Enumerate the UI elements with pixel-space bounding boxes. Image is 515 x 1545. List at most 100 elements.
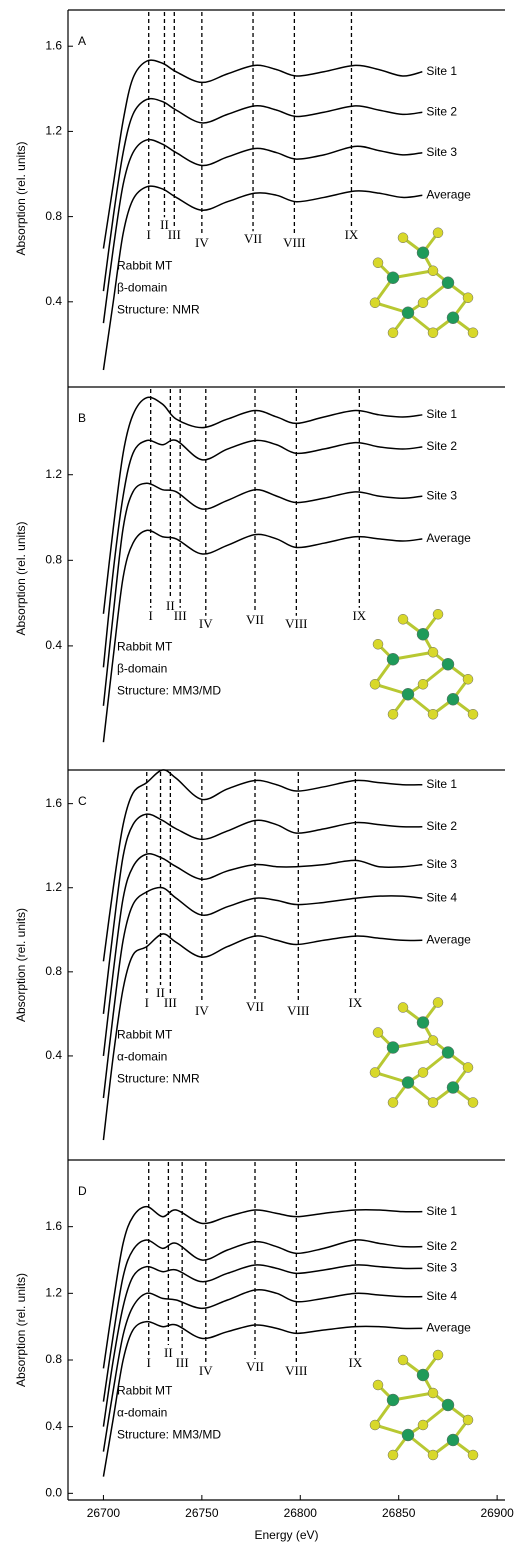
atom (418, 1420, 428, 1430)
molecule (370, 228, 478, 338)
atom (468, 1098, 478, 1108)
atom (418, 1068, 428, 1078)
atom (388, 1098, 398, 1108)
annotation: Rabbit MT (117, 259, 173, 273)
y-tick-label: 0.4 (45, 294, 62, 308)
annotation: Rabbit MT (117, 1027, 173, 1041)
atom (433, 1350, 443, 1360)
marker-label: I (147, 227, 151, 242)
x-tick-label: 26900 (480, 1506, 514, 1520)
atom (433, 609, 443, 619)
atom (463, 293, 473, 303)
y-axis-label: Absorption (rel. units) (14, 908, 28, 1022)
series-label: Site 1 (426, 1204, 457, 1218)
marker-label: I (149, 608, 153, 623)
marker-label: III (176, 1355, 189, 1370)
atom (388, 328, 398, 338)
atom (468, 709, 478, 719)
annotation: β-domain (117, 281, 167, 295)
figure: AAbsorption (rel. units)0.40.81.21.6IIII… (0, 0, 515, 1545)
atom (370, 298, 380, 308)
annotation: Structure: NMR (117, 303, 200, 317)
atom (442, 277, 454, 289)
x-tick-label: 26750 (185, 1506, 219, 1520)
spectrum-line (103, 887, 422, 1097)
annotation: Structure: MM3/MD (117, 1427, 221, 1441)
spectrum-line (103, 1265, 422, 1427)
marker-label: IV (199, 616, 213, 631)
atom (417, 1017, 429, 1029)
series-label: Average (426, 531, 471, 545)
marker-label: VII (246, 1359, 264, 1374)
annotation: Rabbit MT (117, 1383, 173, 1397)
series-label: Average (426, 187, 471, 201)
atom (418, 298, 428, 308)
atom (388, 1450, 398, 1460)
spectrum-line (103, 60, 422, 248)
marker-label: IX (349, 995, 363, 1010)
spectrum-line (103, 140, 422, 324)
atom (387, 1394, 399, 1406)
atom (433, 998, 443, 1008)
marker-label: III (164, 995, 177, 1010)
series-label: Site 1 (426, 64, 457, 78)
marker-label: I (147, 1355, 151, 1370)
atom (447, 1434, 459, 1446)
atom (398, 1003, 408, 1013)
atom (428, 266, 438, 276)
y-tick-label: 0.4 (45, 1048, 62, 1062)
atom (387, 1042, 399, 1054)
atom (428, 1450, 438, 1460)
atom (433, 228, 443, 238)
y-tick-label: 1.2 (45, 1286, 62, 1300)
molecule (370, 1350, 478, 1460)
atom (417, 247, 429, 259)
atom (463, 1063, 473, 1073)
atom (428, 647, 438, 657)
atom (442, 1399, 454, 1411)
y-tick-label: 1.2 (45, 124, 62, 138)
marker-label: IX (352, 608, 366, 623)
annotation: α-domain (117, 1049, 167, 1063)
panel-letter: B (78, 411, 86, 425)
x-tick-label: 26700 (87, 1506, 121, 1520)
series-label: Site 2 (426, 1239, 457, 1253)
atom (373, 258, 383, 268)
series-label: Site 3 (426, 488, 457, 502)
atom (370, 1420, 380, 1430)
marker-label: IX (345, 227, 359, 242)
marker-label: III (168, 227, 181, 242)
series-label: Site 3 (426, 145, 457, 159)
spectrum-line (103, 814, 422, 1014)
y-tick-label: 0.8 (45, 964, 62, 978)
atom (428, 328, 438, 338)
atom (442, 1047, 454, 1059)
marker-label: VII (246, 612, 264, 627)
atom (402, 307, 414, 319)
marker-label: IV (199, 1363, 213, 1378)
atom (387, 272, 399, 284)
y-tick-label: 0.4 (45, 1419, 62, 1433)
series-label: Average (426, 1321, 471, 1335)
annotation: Structure: MM3/MD (117, 684, 221, 698)
x-tick-label: 26800 (284, 1506, 318, 1520)
atom (428, 1036, 438, 1046)
molecule (370, 609, 478, 719)
marker-label: II (164, 1345, 173, 1360)
y-tick-label: 1.6 (45, 796, 62, 810)
atom (402, 1429, 414, 1441)
y-axis-label: Absorption (rel. units) (14, 521, 28, 635)
atom (447, 693, 459, 705)
y-tick-label: 0.8 (45, 209, 62, 223)
molecule (370, 998, 478, 1108)
x-axis-label: Energy (eV) (254, 1528, 318, 1542)
atom (387, 653, 399, 665)
marker-label: I (145, 995, 149, 1010)
series-label: Site 1 (426, 407, 457, 421)
spectrum-line (103, 1322, 422, 1477)
y-tick-label: 1.2 (45, 880, 62, 894)
atom (402, 1077, 414, 1089)
y-tick-label: 0.4 (45, 638, 62, 652)
series-label: Site 3 (426, 1261, 457, 1275)
annotation: Structure: NMR (117, 1071, 200, 1085)
